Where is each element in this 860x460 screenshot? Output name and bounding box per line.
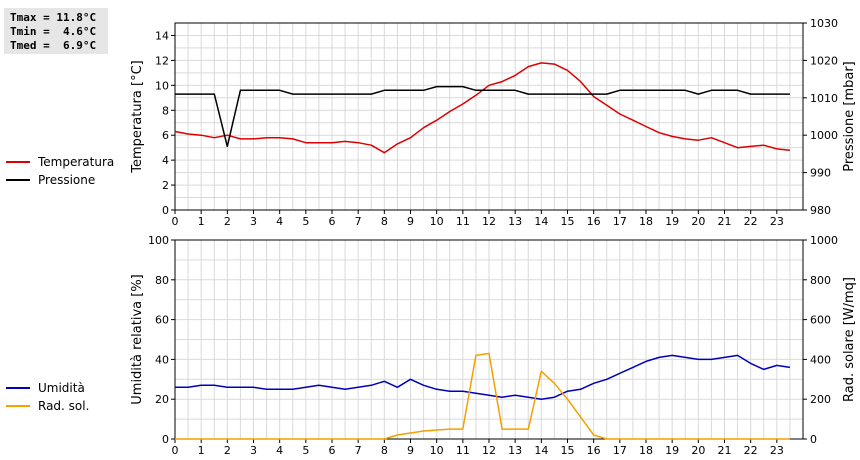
x-tick-label: 3 xyxy=(250,215,257,228)
y-tick-label-right: 800 xyxy=(810,274,831,287)
y-tick-label-left: 8 xyxy=(162,104,169,117)
x-tick-label: 16 xyxy=(587,215,601,228)
x-tick-label: 21 xyxy=(718,444,732,457)
x-tick-label: 2 xyxy=(224,444,231,457)
y-axis-title-right: Pressione [mbar] xyxy=(842,61,857,172)
legend-label: Temperatura xyxy=(37,155,114,169)
x-tick-label: 1 xyxy=(198,215,205,228)
y-tick-label-left: 20 xyxy=(155,393,169,406)
x-tick-label: 7 xyxy=(355,444,362,457)
y-axis-title-left: Temperatura [°C] xyxy=(130,60,145,173)
x-tick-label: 6 xyxy=(329,444,336,457)
x-tick-label: 14 xyxy=(534,444,548,457)
x-tick-label: 11 xyxy=(456,444,470,457)
legend-label: Rad. sol. xyxy=(38,399,89,413)
y-tick-label-right: 980 xyxy=(810,204,831,217)
x-tick-label: 10 xyxy=(430,444,444,457)
x-tick-label: 7 xyxy=(355,215,362,228)
y-tick-label-right: 1020 xyxy=(810,54,838,67)
x-tick-label: 11 xyxy=(456,215,470,228)
x-tick-label: 13 xyxy=(508,444,522,457)
x-tick-label: 21 xyxy=(718,215,732,228)
y-tick-label-right: 400 xyxy=(810,353,831,366)
y-tick-label-left: 12 xyxy=(155,54,169,67)
x-tick-label: 19 xyxy=(665,215,679,228)
y-tick-label-right: 200 xyxy=(810,393,831,406)
x-tick-label: 12 xyxy=(482,444,496,457)
x-tick-label: 23 xyxy=(770,444,784,457)
x-tick-label: 23 xyxy=(770,215,784,228)
y-tick-label-left: 0 xyxy=(162,204,169,217)
x-tick-label: 0 xyxy=(172,215,179,228)
y-tick-label-left: 100 xyxy=(148,234,169,247)
x-tick-label: 10 xyxy=(430,215,444,228)
x-tick-label: 9 xyxy=(407,215,414,228)
y-tick-label-right: 0 xyxy=(810,433,817,446)
x-tick-label: 5 xyxy=(302,444,309,457)
y-axis-title-left: Umidità relativa [%] xyxy=(130,274,145,404)
x-tick-label: 22 xyxy=(744,444,758,457)
series-line-umidit xyxy=(175,354,791,400)
y-tick-label-left: 4 xyxy=(162,154,169,167)
y-tick-label-left: 80 xyxy=(155,274,169,287)
x-tick-label: 5 xyxy=(302,215,309,228)
y-tick-label-left: 2 xyxy=(162,179,169,192)
x-tick-label: 19 xyxy=(665,444,679,457)
x-tick-label: 18 xyxy=(639,444,653,457)
x-tick-label: 22 xyxy=(744,215,758,228)
y-tick-label-right: 1010 xyxy=(810,92,838,105)
y-tick-label-left: 60 xyxy=(155,314,169,327)
x-tick-label: 13 xyxy=(508,215,522,228)
y-tick-label-left: 14 xyxy=(155,29,169,42)
x-tick-label: 0 xyxy=(172,444,179,457)
y-tick-label-left: 40 xyxy=(155,353,169,366)
legend-label: Pressione xyxy=(38,173,95,187)
x-tick-label: 17 xyxy=(613,215,627,228)
series-line-rad-sol xyxy=(175,352,790,440)
x-tick-label: 12 xyxy=(482,215,496,228)
x-tick-label: 8 xyxy=(381,444,388,457)
y-tick-label-right: 1030 xyxy=(810,17,838,30)
x-tick-label: 9 xyxy=(407,444,414,457)
x-tick-label: 15 xyxy=(561,215,575,228)
stat-tmin: Tmin = 4.6°C xyxy=(10,25,97,38)
stat-tmax: Tmax = 11.8°C xyxy=(10,11,97,24)
y-tick-label-right: 1000 xyxy=(810,234,838,247)
y-tick-label-right: 990 xyxy=(810,167,831,180)
stats-box: Tmax = 11.8°C Tmin = 4.6°C Tmed = 6.9°C xyxy=(4,8,108,54)
x-tick-label: 14 xyxy=(534,215,548,228)
chart-temp-pressure: 0 1 2 3 4 5 6 7 8 9 10 11 12 13 14 15 16 17 18 19 20 21 22 2302… xyxy=(6,17,857,228)
y-tick-label-left: 10 xyxy=(155,79,169,92)
chart-humidity-radiation: 0 1 2 3 4 5 6 7 8 9 10 11 12 13 14 15 16 17 18 19 20 21 22 2302… xyxy=(6,234,857,457)
y-tick-label-left: 0 xyxy=(162,433,169,446)
x-tick-label: 4 xyxy=(276,215,283,228)
series-line-pressione xyxy=(175,85,790,148)
y-axis-title-right: Rad. solare [W/mq] xyxy=(842,277,857,402)
x-tick-label: 20 xyxy=(691,444,705,457)
x-tick-label: 4 xyxy=(276,444,283,457)
x-tick-label: 15 xyxy=(561,444,575,457)
x-tick-label: 20 xyxy=(691,215,705,228)
y-tick-label-right: 1000 xyxy=(810,129,838,142)
y-tick-label-right: 600 xyxy=(810,314,831,327)
legend-label: Umidità xyxy=(38,381,85,395)
x-tick-label: 6 xyxy=(329,215,336,228)
stat-tmed: Tmed = 6.9°C xyxy=(10,39,97,52)
x-tick-label: 17 xyxy=(613,444,627,457)
x-tick-label: 16 xyxy=(587,444,601,457)
x-tick-label: 18 xyxy=(639,215,653,228)
x-tick-label: 2 xyxy=(224,215,231,228)
x-tick-label: 8 xyxy=(381,215,388,228)
x-tick-label: 1 xyxy=(198,444,205,457)
x-tick-label: 3 xyxy=(250,444,257,457)
y-tick-label-left: 6 xyxy=(162,129,169,142)
